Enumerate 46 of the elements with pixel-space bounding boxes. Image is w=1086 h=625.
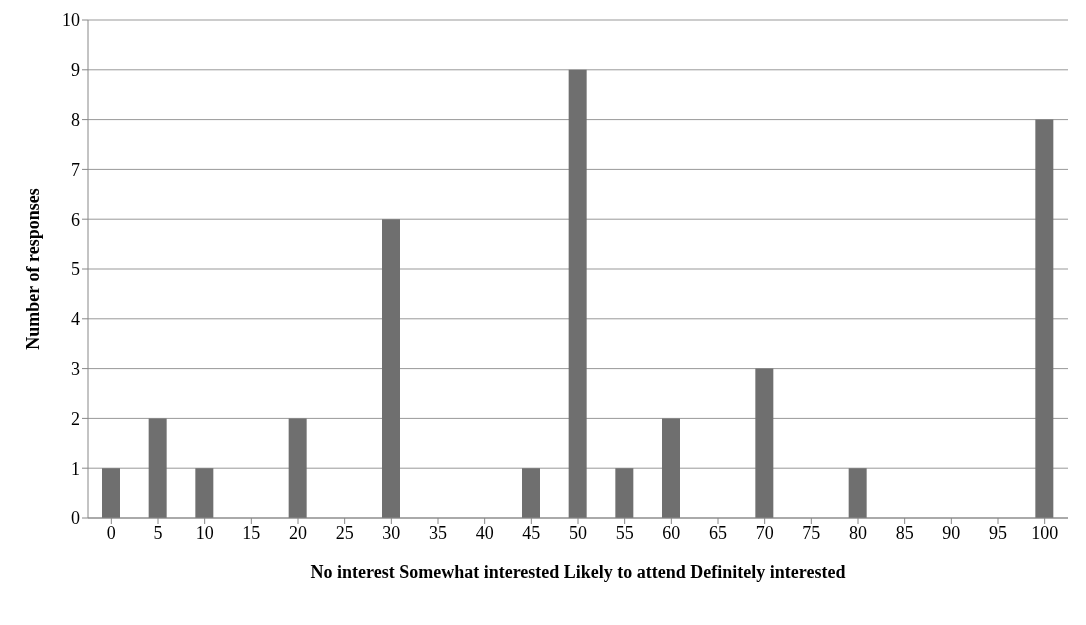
y-tick-label: 10 [62, 10, 80, 31]
bar [195, 468, 214, 518]
bar [662, 418, 680, 518]
y-tick-label: 5 [71, 259, 80, 280]
y-tick-label: 6 [71, 209, 80, 230]
x-tick-label: 85 [895, 522, 914, 543]
x-tick-label: 5 [153, 522, 163, 543]
y-tick-label: 0 [71, 508, 80, 529]
x-tick-label: 15 [242, 522, 261, 543]
x-tick-label: 80 [849, 522, 867, 543]
y-tick-label: 3 [71, 358, 80, 379]
y-tick-label: 9 [71, 60, 80, 81]
y-axis-title: Number of responses [23, 188, 44, 350]
x-tick-label: 70 [755, 522, 774, 543]
x-tick-label: 35 [429, 522, 447, 543]
bar [148, 418, 167, 518]
x-tick-label: 90 [942, 522, 961, 543]
y-tick-label: 8 [71, 109, 80, 130]
bar [382, 219, 400, 518]
x-tick-label: 20 [289, 522, 307, 543]
x-tick-label: 55 [615, 522, 634, 543]
bar [755, 368, 774, 518]
x-axis-title: No interest Somewhat interested Likely to attend Definitely interested [310, 562, 846, 582]
x-tick-label: 95 [989, 522, 1007, 543]
y-tick-label: 2 [71, 408, 80, 429]
bar [522, 468, 540, 518]
x-tick-label: 10 [195, 522, 214, 543]
bar [848, 468, 867, 518]
x-tick-label: 25 [335, 522, 354, 543]
x-tick-label: 0 [106, 522, 116, 543]
y-tick-label: 1 [71, 458, 80, 479]
bar [288, 418, 307, 518]
x-tick-label: 60 [662, 522, 681, 543]
x-tick-label: 75 [802, 522, 821, 543]
x-tick-label: 50 [569, 522, 587, 543]
y-tick-label: 4 [71, 309, 80, 330]
bar [1035, 119, 1054, 518]
y-tick-label: 7 [71, 159, 80, 180]
x-tick-label: 40 [475, 522, 494, 543]
x-tick-label: 30 [382, 522, 401, 543]
bar [615, 468, 634, 518]
x-tick-label: 100 [1031, 522, 1059, 543]
bar [102, 468, 120, 518]
x-tick-label: 65 [709, 522, 727, 543]
x-tick-label: 45 [522, 522, 541, 543]
bar [568, 69, 587, 518]
